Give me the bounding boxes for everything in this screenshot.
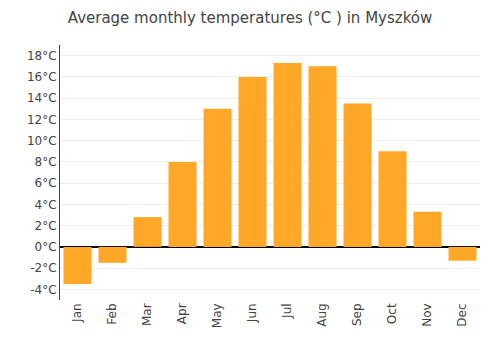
- svg-text:8°C: 8°C: [35, 155, 57, 169]
- svg-text:Jun: Jun: [245, 303, 259, 323]
- svg-text:Average monthly temperatures (: Average monthly temperatures (°C ) in My…: [68, 9, 433, 27]
- svg-text:4°C: 4°C: [35, 198, 57, 212]
- svg-text:Nov: Nov: [420, 303, 434, 326]
- svg-text:Oct: Oct: [385, 303, 399, 324]
- svg-text:6°C: 6°C: [35, 176, 57, 190]
- svg-text:May: May: [210, 303, 224, 328]
- svg-text:-4°C: -4°C: [30, 283, 56, 297]
- svg-text:Jan: Jan: [70, 303, 84, 323]
- svg-text:Dec: Dec: [455, 303, 469, 326]
- svg-text:Aug: Aug: [315, 303, 329, 326]
- svg-text:Sep: Sep: [350, 303, 364, 326]
- svg-text:14°C: 14°C: [27, 91, 57, 105]
- svg-text:16°C: 16°C: [27, 70, 57, 84]
- svg-text:0°C: 0°C: [35, 240, 57, 254]
- svg-text:Apr: Apr: [175, 303, 189, 324]
- svg-text:Feb: Feb: [105, 303, 119, 324]
- svg-text:2°C: 2°C: [35, 219, 57, 233]
- svg-text:12°C: 12°C: [27, 113, 57, 127]
- svg-text:Mar: Mar: [140, 303, 154, 326]
- svg-text:-2°C: -2°C: [30, 261, 56, 275]
- svg-text:18°C: 18°C: [27, 49, 57, 63]
- svg-text:Jul: Jul: [280, 303, 294, 318]
- svg-text:10°C: 10°C: [27, 134, 57, 148]
